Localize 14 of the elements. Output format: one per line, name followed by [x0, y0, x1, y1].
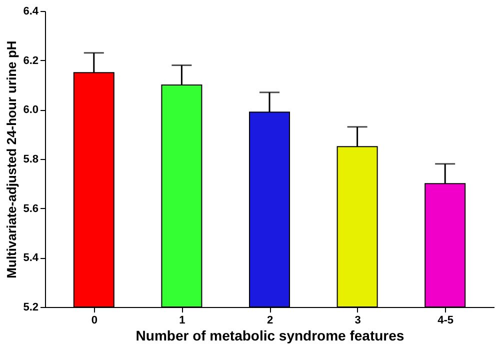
y-tick-label: 6.2	[23, 54, 38, 67]
x-axis-title: Number of metabolic syndrome features	[136, 328, 404, 344]
x-tick-label: 2	[266, 314, 274, 326]
x-tick-label: 0	[91, 314, 98, 326]
x-tick-label: 4-5	[438, 314, 454, 326]
y-tick-label: 6.4	[23, 6, 40, 18]
x-tick-label: 3	[354, 314, 361, 326]
y-tick-label: 6.0	[23, 104, 38, 116]
y-axis-title: Multivariate-adjusted 24-hour urine pH	[4, 40, 20, 278]
y-tick-label: 5.6	[23, 202, 38, 215]
y-tick-label: 5.8	[23, 154, 38, 166]
x-tick-label: 1	[179, 314, 186, 326]
y-tick-label: 5.2	[23, 302, 38, 314]
y-tick-label: 5.4	[23, 252, 40, 264]
